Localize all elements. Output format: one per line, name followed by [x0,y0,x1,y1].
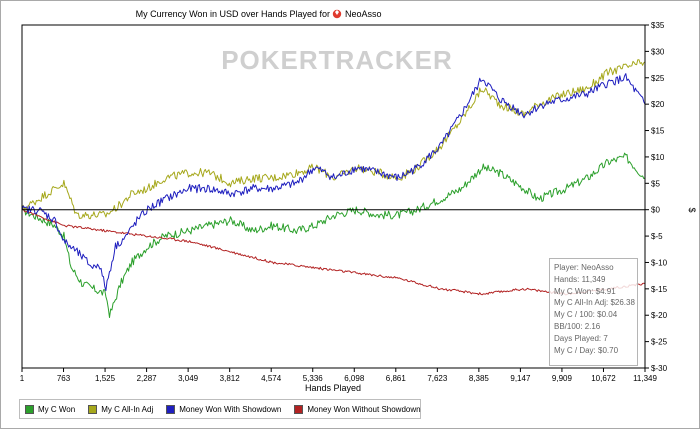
watermark-logo: POKERTRACKER [221,45,453,75]
legend-label: Money Won Without Showdown [307,404,421,414]
y-tick-label: $-25 [651,338,668,347]
tooltip-line: Player: NeoAsso [554,263,614,272]
y-tick-label: $15 [651,127,665,136]
series-line-3 [21,73,646,292]
legend-item[interactable]: Money Won Without Showdown [294,404,421,414]
tooltip-line: My C / 100: $0.04 [554,310,618,320]
tooltip-line: Hands: 11,349 [554,274,606,284]
player-icon [332,9,342,19]
axes: $35 $30 $25 $20 $15 $10 $5 $0 $-5 $-10 $-15 $-20 $-2… [20,21,668,383]
x-tick-label: 9,147 [510,374,531,383]
x-tick-label: 10,672 [591,374,616,383]
legend-label: My C Won [38,404,76,414]
y-tick-label: $-15 [651,285,668,294]
x-tick-label: 6,861 [386,374,407,383]
legend-swatch [88,404,98,414]
tooltip-line: BB/100: 2.16 [554,321,601,331]
y-axis-label: $ [687,207,697,212]
x-tick-label: 1 [20,374,25,383]
x-tick-label: 8,385 [469,374,490,383]
legend-swatch [25,404,34,414]
x-tick-label: 3,812 [220,374,241,383]
series-line-1 [21,152,646,318]
tooltip-line: My C / Day: $0.70 [554,345,619,355]
legend-swatch [294,404,304,414]
x-tick-label: 11,349 [633,374,657,383]
x-tick-label: 3,049 [178,374,199,383]
y-tick-label: $35 [651,21,665,30]
y-tick-label: $30 [651,47,665,56]
x-tick-label: 2,287 [137,374,158,383]
tooltip-line: My C All-In Adj: $26.38 [554,298,635,308]
y-tick-label: $-30 [651,364,668,373]
chart-title: My Currency Won in USD over Hands Played… [136,9,330,19]
legend-label: Money Won With Showdown [179,404,282,414]
y-tick-label: $0 [651,206,660,215]
x-tick-label: 763 [57,374,71,383]
y-tick-label: $10 [651,153,665,162]
x-axis-label: Hands Played [305,383,361,393]
x-tick-label: 6,098 [344,374,365,383]
x-tick-label: 1,525 [95,374,116,383]
legend-item[interactable]: Money Won With Showdown [166,404,282,414]
stats-tooltip: Player: NeoAsso Hands: 11,349 My C Won: $4… [549,258,638,366]
tooltip-line: My C Won: $4.91 [554,286,616,296]
legend-item[interactable]: My C All-In Adj [88,404,154,414]
series-line-4 [21,208,646,296]
legend: My C Won My C All-In Adj Money Won With Sh… [19,399,421,419]
y-tick-label: $25 [651,74,665,83]
y-tick-label: $5 [651,179,660,188]
tooltip-line: Days Played: 7 [554,333,608,343]
plot-area-border [21,24,646,369]
x-tick-label: 4,574 [261,374,282,383]
x-tick-label: 9,909 [552,374,573,383]
y-tick-label: $20 [651,100,665,109]
chart-title-player: NeoAsso [345,9,382,19]
x-tick-label: 7,623 [427,374,448,383]
legend-label: My C All-In Adj [101,404,154,414]
y-tick-label: $-5 [651,232,663,241]
legend-item[interactable]: My C Won [25,404,76,414]
series-group [21,59,646,318]
legend-swatch [166,404,176,414]
y-tick-label: $-20 [651,311,668,320]
y-tick-label: $-10 [651,258,668,267]
x-tick-label: 5,336 [303,374,324,383]
